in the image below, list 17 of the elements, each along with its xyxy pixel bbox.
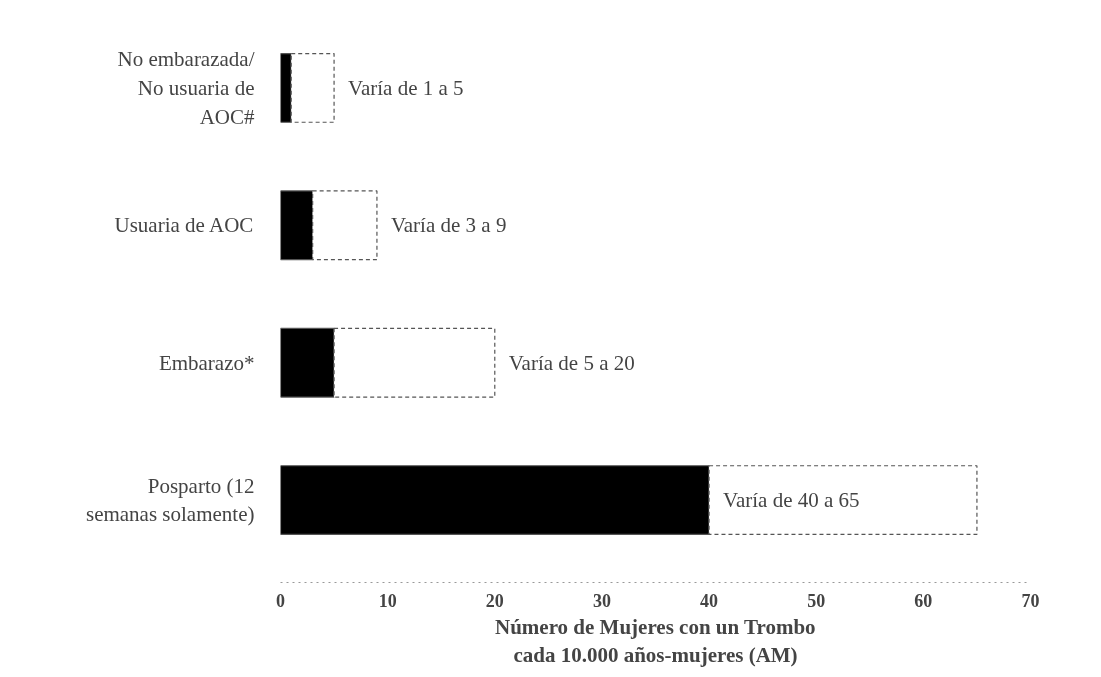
x-tick-label: 30 xyxy=(592,590,611,611)
annotation: Varía de 5 a 20 xyxy=(508,350,635,375)
x-axis-title: Número de Mujeres con un Trombo cada 10.000 años-mujeres (AM) xyxy=(494,614,816,668)
y-tick-label: Embarazo* xyxy=(158,350,255,375)
x-tick-label: 20 xyxy=(485,590,504,611)
x-tick-label: 10 xyxy=(378,590,397,611)
y-tick-label: Usuaria de AOC xyxy=(114,213,254,238)
x-tick-label: 0 xyxy=(276,590,285,611)
x-tick-label: 70 xyxy=(1021,590,1040,611)
x-tick-label: 50 xyxy=(807,590,826,611)
y-tick-label: Posparto (12 semanas solamente) xyxy=(85,473,255,527)
y-tick-label: No embarazada/ No usuaria de AOC# xyxy=(117,47,255,129)
annotation: Varía de 1 a 5 xyxy=(348,75,464,100)
x-tick-label: 40 xyxy=(700,590,719,611)
annotation: Varía de 3 a 9 xyxy=(390,213,507,238)
annotation: Varía de 40 a 65 xyxy=(723,488,860,513)
x-tick-label: 60 xyxy=(914,590,933,611)
